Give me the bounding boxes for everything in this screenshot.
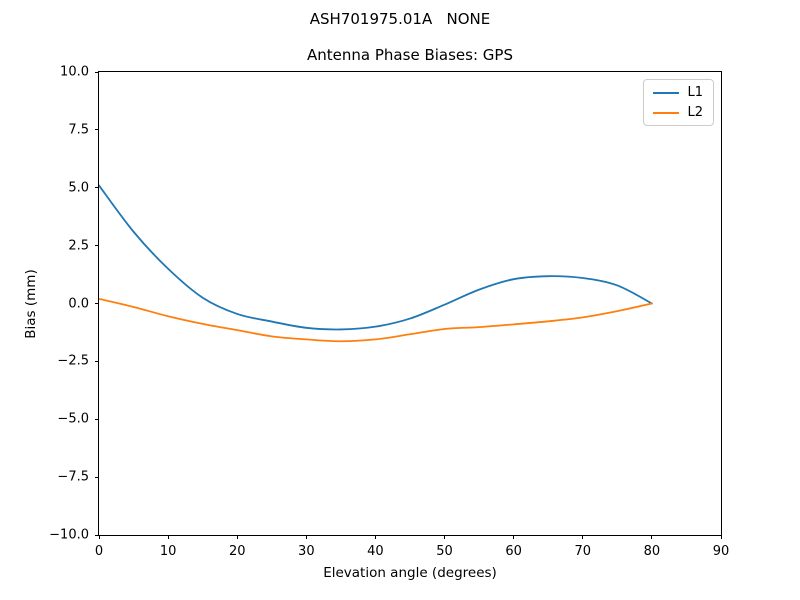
l1-line-sample (653, 91, 680, 94)
x-tick-mark (582, 535, 584, 539)
x-tick-label: 40 (367, 544, 384, 559)
y-tick-mark (95, 418, 99, 420)
y-tick-label: 5.0 (68, 180, 89, 196)
y-tick-mark (95, 303, 99, 304)
x-tick-mark (236, 535, 238, 539)
y-tick-mark (95, 476, 99, 478)
legend-entry-l1: L1 (653, 85, 703, 100)
legend-label-l2: L2 (687, 105, 703, 120)
y-tick-label: 0.0 (68, 296, 89, 311)
y-tick-mark (95, 534, 99, 536)
y-tick-label: 10.0 (60, 64, 89, 80)
y-tick-mark (95, 360, 99, 362)
x-tick-mark (720, 535, 722, 539)
x-tick-label: 70 (574, 544, 592, 559)
y-tick-label: 7.5 (68, 122, 89, 138)
figure-suptitle: ASH701975.01A NONE (309, 10, 491, 28)
x-tick-label: 60 (505, 544, 522, 559)
y-tick-label: −5.0 (57, 411, 89, 427)
y-tick-label: −7.5 (57, 469, 89, 485)
x-tick-label: 90 (712, 544, 730, 559)
series-line-l2 (99, 297, 653, 343)
x-tick-label: 30 (298, 544, 315, 559)
y-tick-mark (95, 129, 99, 131)
x-tick-mark (305, 535, 307, 539)
chart-title: Antenna Phase Biases: GPS (307, 46, 513, 64)
y-axis-label: Bias (mm) (23, 268, 39, 339)
y-tick-label: −10.0 (49, 527, 89, 543)
x-tick-label: 10 (159, 544, 177, 559)
y-tick-label: 2.5 (68, 238, 89, 254)
y-tick-label: −2.5 (57, 353, 89, 369)
x-tick-mark (444, 535, 446, 539)
line-plot-canvas (99, 184, 653, 343)
x-tick-mark (513, 535, 515, 539)
legend-label-l1: L1 (687, 85, 703, 100)
y-tick-mark (95, 187, 99, 189)
x-tick-mark (98, 535, 100, 539)
series-line-l1 (99, 184, 653, 331)
x-tick-mark (651, 535, 653, 539)
y-tick-mark (95, 71, 99, 73)
x-tick-mark (374, 535, 376, 539)
x-tick-label: 0 (94, 544, 104, 559)
l2-line-sample (653, 111, 680, 114)
y-tick-mark (95, 245, 99, 247)
x-axis-label: Elevation angle (degrees) (323, 565, 497, 581)
x-tick-label: 80 (643, 544, 661, 559)
legend: L1 L2 (643, 79, 714, 126)
x-tick-label: 50 (436, 544, 453, 559)
plot-area: Antenna Phase Biases: GPS Elevation angl… (23, 46, 729, 581)
legend-entry-l2: L2 (653, 105, 703, 120)
x-tick-mark (167, 535, 169, 539)
x-tick-label: 20 (228, 544, 246, 559)
